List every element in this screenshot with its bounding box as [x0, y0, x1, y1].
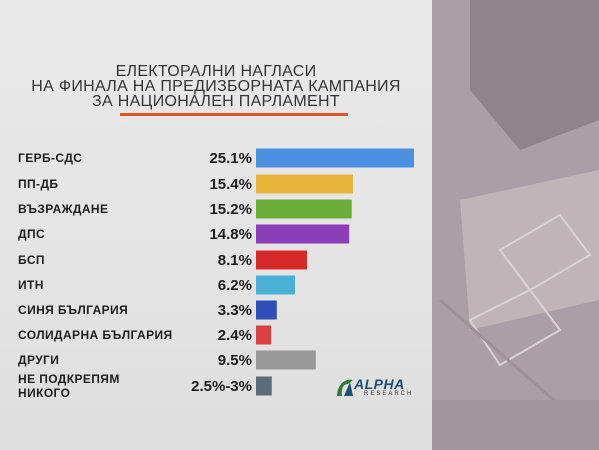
category-label-9-0: НЕ ПОДКРЕПЯМ	[18, 372, 120, 386]
title-line-3: ЗА НАЦИОНАЛЕН ПАРЛАМЕНТ	[92, 93, 340, 110]
value-label-3: 14.8%	[209, 226, 252, 243]
category-label-6: СИНЯ БЪЛГАРИЯ	[18, 303, 128, 317]
bar-0	[256, 148, 414, 168]
bar-chart: ГЕРБ-СДС 25.1% ПП-ДБ 15.4% ВЪЗРАЖДАНЕ 15.2% ДП…	[18, 148, 414, 400]
bar-6	[256, 300, 277, 320]
category-label-7: СОЛИДАРНА БЪЛГАРИЯ	[18, 328, 173, 342]
logo-text: ALPHA	[354, 376, 405, 392]
bar-8	[256, 350, 316, 370]
bar-9	[256, 376, 272, 396]
bar-1	[256, 174, 353, 194]
category-label-1: ПП-ДБ	[18, 177, 58, 191]
logo-subtext: RESEARCH	[364, 391, 414, 397]
value-label-0: 25.1%	[209, 150, 252, 167]
value-label-6: 3.3%	[218, 302, 252, 319]
title-line-1: ЕЛЕКТОРАЛНИ НАГЛАСИ	[115, 63, 317, 80]
category-label-5: ИТН	[18, 278, 44, 292]
chart-title: ЕЛЕКТОРАЛНИ НАГЛАСИ НА ФИНАЛА НА ПРЕДИЗБ…	[0, 63, 432, 110]
value-label-2: 15.2%	[209, 201, 252, 218]
category-label-9-1: НИКОГО	[18, 386, 70, 400]
value-label-7: 2.4%	[218, 327, 252, 344]
title-line-2: НА ФИНАЛА НА ПРЕДИЗБОРНАТА КАМПАНИЯ	[31, 78, 401, 95]
chart-panel	[0, 0, 432, 450]
alpha-research-logo: ALPHA RESEARCH	[334, 374, 424, 404]
value-label-1: 15.4%	[209, 176, 252, 193]
category-label-3: ДПС	[18, 227, 45, 241]
category-label-8: ДРУГИ	[18, 353, 59, 367]
category-label-0: ГЕРБ-СДС	[18, 151, 82, 165]
bar-4	[256, 250, 307, 270]
bar-7	[256, 325, 272, 345]
title-underline	[120, 113, 348, 116]
category-label-4: БСП	[18, 253, 45, 267]
value-label-8: 9.5%	[218, 352, 252, 369]
bar-3	[256, 224, 350, 244]
bar-2	[256, 199, 352, 219]
value-label-4: 8.1%	[218, 252, 252, 269]
value-label-5: 6.2%	[218, 277, 252, 294]
alpha-logo-icon	[337, 379, 353, 396]
category-label-2: ВЪЗРАЖДАНЕ	[18, 202, 108, 216]
value-label-9: 2.5%-3%	[191, 378, 252, 395]
bar-5	[256, 275, 296, 295]
